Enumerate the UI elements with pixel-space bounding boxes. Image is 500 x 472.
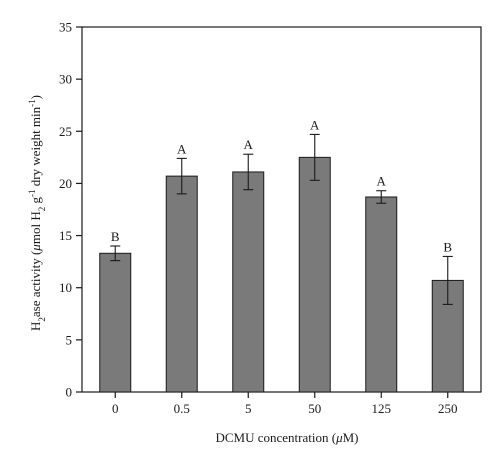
y-tick-label: 25: [59, 124, 72, 139]
x-axis-label: DCMU concentration (μM): [215, 430, 358, 445]
ylabel-middle: ase activity (: [28, 251, 43, 317]
bar: [232, 171, 265, 393]
xlabel-mu: μ: [335, 430, 343, 445]
ylabel-unit-b: g: [28, 197, 43, 207]
ylabel-unit-b-sup: -1: [27, 190, 37, 198]
significance-letter: A: [310, 117, 320, 132]
significance-letter: A: [177, 141, 187, 156]
ylabel-unit-a-sub: 2: [37, 207, 47, 212]
bars-group: B A A A A B: [99, 117, 464, 393]
ylabel-close: ): [28, 95, 43, 99]
y-tick-label: 5: [66, 332, 73, 347]
y-tick-label: 15: [59, 228, 72, 243]
x-tick-label: 5: [245, 401, 252, 416]
plot-area: [81, 26, 482, 393]
ylabel-prefix-sub: 2: [37, 317, 47, 322]
y-tick-label: 20: [59, 176, 72, 191]
xlabel-text: DCMU concentration (: [215, 430, 336, 445]
plot-frame: [81, 26, 482, 393]
x-tick-label: 125: [372, 401, 392, 416]
significance-letter: B: [111, 229, 120, 244]
ylabel-mu: μ: [28, 244, 43, 252]
x-tick-label: 0.5: [174, 401, 190, 416]
bar: [365, 196, 398, 393]
xlabel-unit: M): [343, 430, 359, 445]
significance-letter: A: [377, 174, 387, 189]
bar: [99, 252, 132, 393]
x-axis-ticks: 0 0.5 5 50 125 250: [112, 392, 458, 416]
bar: [165, 175, 198, 393]
y-tick-label: 10: [59, 280, 72, 295]
significance-letter: A: [244, 137, 254, 152]
y-tick-label: 0: [66, 385, 73, 400]
ylabel-prefix: H: [28, 322, 43, 331]
bar: [298, 156, 331, 393]
x-tick-label: 50: [308, 401, 321, 416]
significance-letter: B: [443, 239, 452, 254]
ylabel-unit-a: mol H: [28, 211, 43, 244]
y-tick-label: 30: [59, 72, 72, 87]
y-axis-label: H2ase activity (μmol H2 g-1 dry weight m…: [27, 95, 47, 331]
y-tick-label: 35: [59, 20, 72, 35]
x-tick-label: 250: [438, 401, 458, 416]
y-axis-ticks: 0 5 10 15 20 25 30 35: [59, 20, 82, 400]
ylabel-unit-c: dry weight min: [28, 106, 43, 189]
ylabel-unit-c-sup: -1: [27, 99, 37, 107]
x-tick-label: 0: [112, 401, 119, 416]
